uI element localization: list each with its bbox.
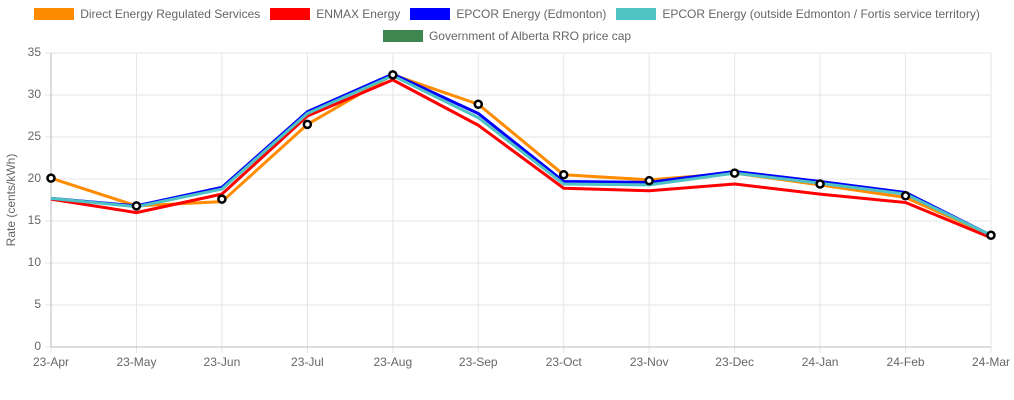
series-line <box>50 72 992 237</box>
series-line <box>50 78 992 240</box>
x-tick-label: 23-Oct <box>546 355 583 369</box>
x-tick-label: 23-Jun <box>204 355 241 369</box>
legend-item[interactable]: ENMAX Energy <box>270 6 400 22</box>
x-tick-label: 23-Jul <box>291 355 324 369</box>
legend-item[interactable]: Direct Energy Regulated Services <box>34 6 260 22</box>
legend-item[interactable]: EPCOR Energy (outside Edmonton / Fortis … <box>616 6 980 22</box>
y-tick-label: 20 <box>28 171 42 185</box>
point-marker <box>46 173 56 183</box>
y-tick-label: 35 <box>28 45 42 59</box>
x-tick-label: 23-Sep <box>459 355 498 369</box>
legend-label: Government of Alberta RRO price cap <box>428 29 632 43</box>
point-marker <box>986 230 996 241</box>
legend-swatch <box>616 8 657 20</box>
legend-item[interactable]: Government of Alberta RRO price cap <box>382 28 632 44</box>
point-marker <box>473 99 484 109</box>
x-tick-label: 23-Apr <box>33 355 69 369</box>
x-tick-label: 23-May <box>116 355 156 369</box>
y-tick-label: 0 <box>34 339 41 353</box>
y-tick-label: 25 <box>28 129 42 143</box>
legend: Direct Energy Regulated Services ENMAX En… <box>20 6 994 44</box>
point-marker <box>558 170 569 180</box>
y-tick-label: 5 <box>34 297 41 311</box>
x-tick-label: 24-Jan <box>802 355 839 369</box>
legend-label: EPCOR Energy (outside Edmonton / Fortis … <box>662 7 980 21</box>
legend-label: Direct Energy Regulated Services <box>80 7 261 21</box>
point-marker <box>900 191 911 201</box>
x-tick-label: 23-Aug <box>373 355 412 369</box>
point-marker <box>131 201 142 211</box>
legend-label: ENMAX Energy <box>316 7 401 21</box>
point-marker <box>644 175 654 186</box>
x-tick-label: 23-Dec <box>715 355 754 369</box>
point-marker <box>815 179 825 189</box>
y-axis-label: Rate (cents/kWh) <box>4 154 18 247</box>
point-marker <box>217 194 227 204</box>
point-marker <box>388 70 398 80</box>
x-tick-label: 24-Mar <box>972 355 1010 369</box>
series-line <box>50 73 992 237</box>
y-tick-label: 10 <box>28 255 42 269</box>
y-tick-label: 15 <box>28 213 42 227</box>
x-tick-label: 23-Nov <box>630 355 669 369</box>
legend-item[interactable]: EPCOR Energy (Edmonton) <box>410 6 606 22</box>
legend-swatch <box>270 8 311 20</box>
point-marker <box>302 119 313 130</box>
x-tick-label: 24-Feb <box>887 355 925 369</box>
legend-label: EPCOR Energy (Edmonton) <box>456 7 607 21</box>
legend-swatch <box>34 8 75 20</box>
series-line <box>50 74 992 237</box>
legend-swatch <box>382 30 423 42</box>
legend-swatch <box>410 8 451 20</box>
y-tick-label: 30 <box>28 87 42 101</box>
point-marker <box>729 168 740 178</box>
